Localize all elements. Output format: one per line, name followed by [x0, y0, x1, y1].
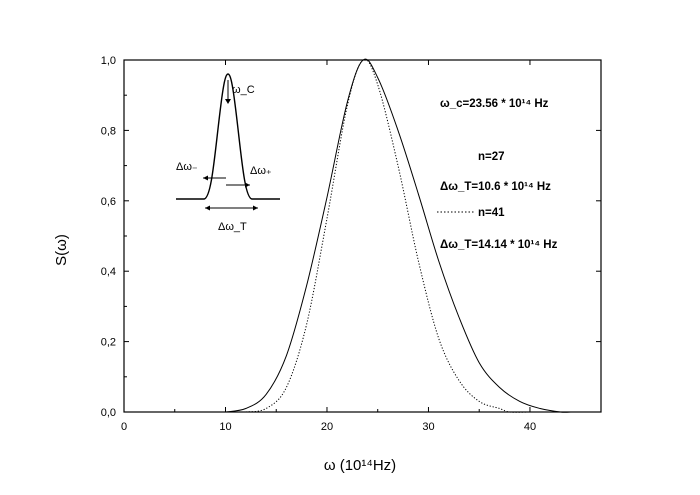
inset-label-delta-total: Δω_T	[218, 221, 247, 233]
annotation-width-n41: Δω_T=14.14 * 10¹⁴ Hz	[440, 239, 558, 251]
annotation-n27: n=27	[478, 151, 505, 163]
inset-label-omega-c: ω_C	[232, 84, 255, 96]
x-axis-title: ω (10¹⁴Hz)	[324, 457, 396, 474]
series-line-n27	[225, 58, 571, 413]
inset-arrowhead-total-left	[205, 205, 210, 211]
axis-ticks	[123, 59, 601, 413]
inset-arrowhead-total-right	[253, 205, 258, 211]
inset-arrowhead-plus	[245, 182, 250, 188]
x-tick-label: 30	[422, 421, 434, 433]
series-line-n41	[245, 58, 531, 413]
annotation-n41: n=41	[478, 207, 505, 219]
y-axis-title: S(ω)	[53, 234, 70, 266]
annotation-width-n27: Δω_T=10.6 * 10¹⁴ Hz	[440, 181, 551, 193]
y-tick-label: 0,6	[101, 196, 116, 208]
y-tick-label: 0,0	[101, 407, 116, 419]
y-tick-label: 0,4	[101, 266, 116, 278]
tick-labels: 0 10 20 30 40 0,0 0,2 0,4 0,6 0,8 1,0	[101, 55, 536, 433]
inset-label-delta-minus: Δω₋	[176, 161, 198, 173]
x-tick-label: 20	[321, 421, 333, 433]
x-tick-label: 40	[524, 421, 536, 433]
inset-peak-curve	[176, 73, 280, 200]
inset-schematic: ω_C Δω₋ Δω₊ Δω_T	[176, 73, 280, 233]
plot-frame	[123, 59, 602, 413]
x-tick-label: 10	[219, 421, 231, 433]
inset-peak-arrowhead	[225, 99, 231, 104]
curves	[225, 58, 571, 413]
y-tick-label: 0,8	[101, 125, 116, 137]
y-tick-label: 1,0	[101, 55, 116, 67]
annotation-center-frequency: ω_c=23.56 * 10¹⁴ Hz	[440, 98, 549, 110]
inset-label-delta-plus: Δω₊	[250, 165, 272, 177]
inset-arrowhead-minus	[203, 175, 208, 181]
y-tick-label: 0,2	[101, 337, 116, 349]
x-tick-label: 0	[121, 421, 127, 433]
